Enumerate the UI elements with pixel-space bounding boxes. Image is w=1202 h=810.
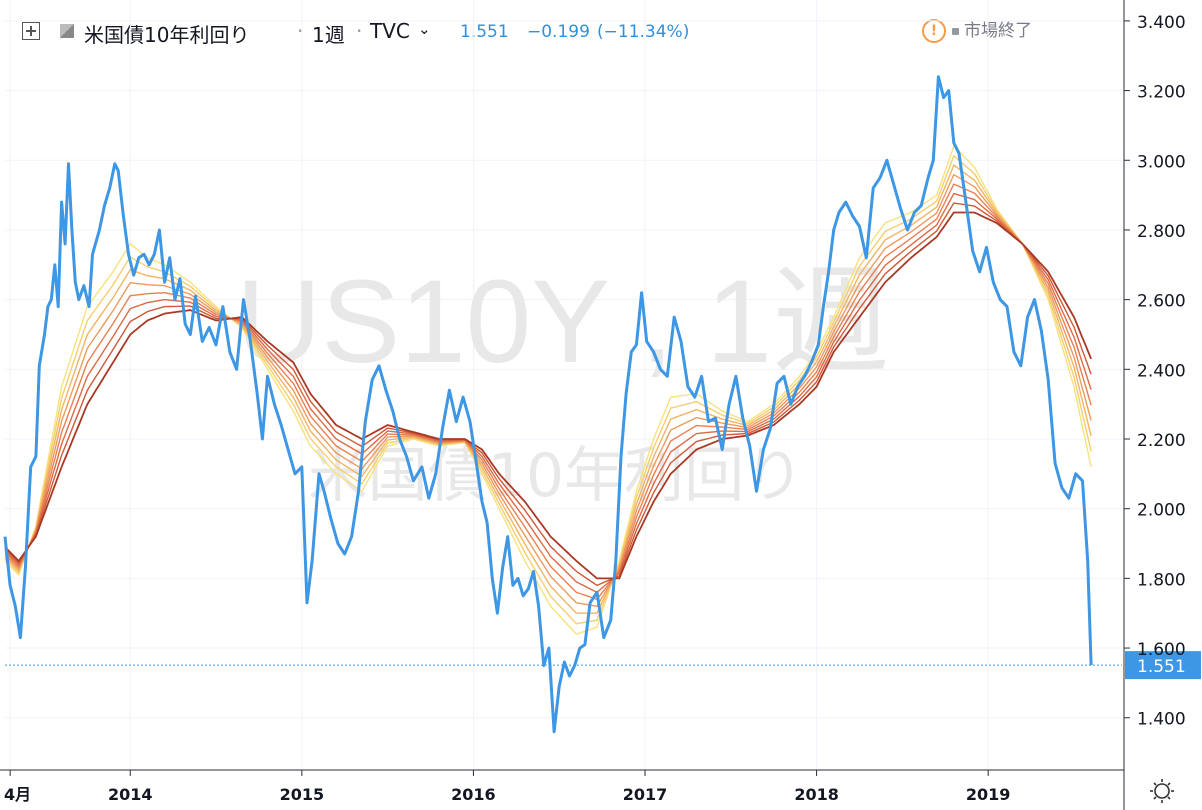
y-tick-label: 2.800 <box>1137 222 1186 242</box>
watermark-description: 米国債10年利回り <box>308 441 804 511</box>
x-tick-label: 2015 <box>280 785 325 804</box>
last-price: 1.551 <box>460 22 509 42</box>
price-change-percent: (−11.34%) <box>597 22 690 42</box>
y-tick-label: 3.200 <box>1137 83 1186 103</box>
status-dot-icon <box>952 27 959 35</box>
y-tick-label: 1.800 <box>1137 570 1186 590</box>
ribbon-lines <box>4 145 1092 635</box>
y-tick-label: 3.400 <box>1137 13 1186 33</box>
price-series <box>3 75 1093 734</box>
last-price-tag <box>1125 651 1201 680</box>
market-status[interactable]: ! 市場終了 <box>922 16 1032 43</box>
separator-dot: · <box>356 19 363 43</box>
x-tick-label: 4月 <box>4 785 31 804</box>
last-price-tag-label: 1.551 <box>1137 657 1186 677</box>
interval-label[interactable]: 1週 <box>312 23 345 47</box>
watermark: US10Y , 1週 米国債10年利回り <box>236 256 890 511</box>
ribbon-line-1 <box>4 145 1092 635</box>
price-line <box>3 75 1093 734</box>
x-tick-label: 2019 <box>966 785 1011 804</box>
x-axis[interactable]: 4月 2014 2015 2016 2017 2018 2019 <box>0 769 1124 804</box>
y-tick-label: 2.600 <box>1137 292 1186 312</box>
y-tick-label: 1.400 <box>1137 710 1186 730</box>
y-axis[interactable]: 1.400 1.600 1.800 2.000 2.200 2.400 2.600 2.800… <box>1123 0 1186 810</box>
symbol-flag-icon <box>60 24 74 38</box>
ribbon-line-8 <box>4 211 1092 580</box>
x-tick-label: 2014 <box>108 785 153 804</box>
ribbon-line-5 <box>4 183 1092 601</box>
y-tick-label: 2.000 <box>1137 501 1186 521</box>
x-tick-label: 2017 <box>623 785 668 804</box>
ribbon-line-6 <box>4 192 1092 594</box>
symbol-name[interactable]: 米国債10年利回り <box>84 23 250 47</box>
y-tick-label: 1.600 <box>1137 640 1186 660</box>
x-tick-label: 2016 <box>451 785 496 804</box>
warning-icon[interactable]: ! <box>922 19 946 43</box>
ribbon-line-4 <box>4 173 1092 607</box>
separator-dot: · <box>297 19 304 43</box>
y-tick-label: 3.000 <box>1137 152 1186 172</box>
source-label[interactable]: TVC <box>370 19 410 43</box>
grid-lines <box>5 0 1122 770</box>
y-tick-label: 2.400 <box>1137 361 1186 381</box>
ribbon-line-7 <box>4 202 1092 587</box>
settings-gear-icon[interactable] <box>1150 779 1174 803</box>
market-status-label: 市場終了 <box>964 21 1032 41</box>
last-price-line: 1.551 <box>5 651 1201 680</box>
chevron-down-icon[interactable]: ⌄ <box>418 20 431 38</box>
chart-header: 米国債10年利回り · 1週 · TVC ⌄ 1.551 −0.199 (−11… <box>0 0 1120 60</box>
expand-plus-icon[interactable] <box>22 22 40 40</box>
price-change: −0.199 <box>527 22 590 42</box>
y-tick-label: 2.200 <box>1137 431 1186 451</box>
x-tick-label: 2018 <box>794 785 839 804</box>
watermark-symbol: US10Y , 1週 <box>236 256 890 388</box>
